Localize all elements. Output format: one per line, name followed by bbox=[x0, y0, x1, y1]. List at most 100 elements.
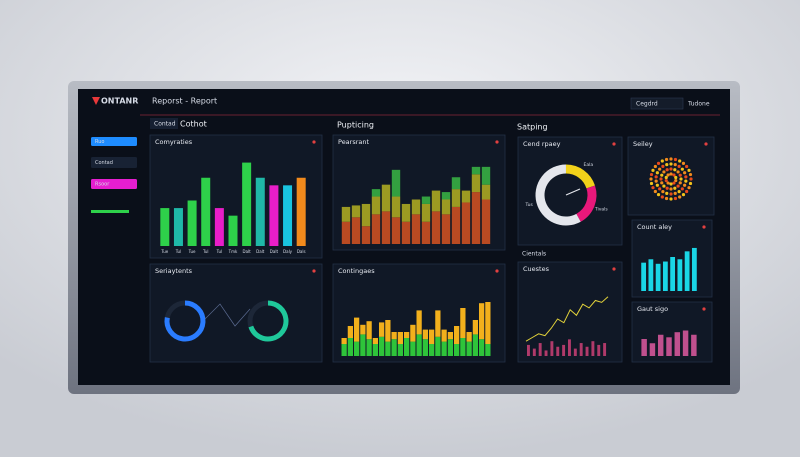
x-tick-label: Tmk bbox=[228, 249, 238, 254]
bar bbox=[691, 247, 697, 291]
donut-label: Eala bbox=[584, 162, 594, 168]
radial-dot bbox=[655, 183, 659, 187]
bar bbox=[579, 343, 583, 356]
bar-segment bbox=[404, 338, 410, 356]
nav-button[interactable] bbox=[91, 137, 137, 146]
section-title: Satping bbox=[517, 123, 548, 132]
radial-dot bbox=[678, 173, 682, 177]
x-tick-label: Tul bbox=[202, 249, 208, 254]
bar bbox=[603, 343, 607, 356]
bar bbox=[657, 334, 664, 356]
bar-segment bbox=[385, 320, 391, 342]
nav-indicator bbox=[91, 210, 129, 213]
radial-dot bbox=[674, 175, 678, 180]
radial-dot bbox=[672, 173, 676, 177]
radial-dot bbox=[679, 177, 683, 181]
radial-dot bbox=[660, 159, 664, 163]
x-tick-label: Tul bbox=[175, 249, 181, 254]
bar-segment bbox=[441, 341, 447, 356]
radial-dot bbox=[683, 171, 687, 175]
radial-dot bbox=[655, 171, 659, 175]
radial-dot bbox=[669, 182, 673, 186]
radial-dot bbox=[649, 172, 654, 177]
radial-dot bbox=[660, 173, 664, 177]
radial-dot bbox=[656, 161, 661, 165]
tab[interactable] bbox=[150, 118, 178, 129]
nav-button[interactable] bbox=[91, 157, 137, 168]
radial-dot bbox=[660, 195, 664, 199]
bar bbox=[544, 350, 548, 356]
radial-dot bbox=[664, 175, 668, 180]
bar-segment bbox=[481, 184, 491, 200]
radial-dot bbox=[689, 177, 693, 181]
bar-segment bbox=[411, 199, 421, 215]
bar-segment bbox=[485, 344, 491, 356]
radial-dot bbox=[660, 181, 664, 185]
logo-icon bbox=[92, 97, 100, 105]
radial-dot bbox=[684, 175, 688, 179]
bar-segment bbox=[404, 332, 410, 338]
bar-segment bbox=[441, 192, 451, 200]
radial-dot bbox=[672, 181, 676, 185]
bar-segment bbox=[391, 169, 401, 197]
bar bbox=[677, 259, 683, 291]
nav-button[interactable] bbox=[91, 179, 137, 189]
radial-dot bbox=[684, 179, 688, 183]
x-tick-label: Tul bbox=[216, 249, 222, 254]
radial-dot bbox=[681, 193, 686, 197]
bar bbox=[187, 200, 197, 246]
bar-segment bbox=[479, 339, 485, 356]
bar-segment bbox=[466, 341, 472, 356]
bar-segment bbox=[366, 321, 372, 340]
radial-dot bbox=[683, 183, 687, 187]
user-name[interactable]: Tudone bbox=[687, 101, 710, 108]
bar-segment bbox=[397, 344, 403, 356]
radial-dot bbox=[685, 164, 689, 169]
search-box[interactable] bbox=[630, 97, 684, 110]
radial-dot bbox=[651, 168, 655, 172]
bar bbox=[655, 263, 661, 291]
bar-segment bbox=[421, 203, 431, 222]
bar bbox=[691, 334, 697, 356]
bar-segment bbox=[379, 322, 385, 337]
connector bbox=[204, 303, 251, 327]
bar-segment bbox=[479, 303, 485, 340]
radial-dot bbox=[673, 196, 678, 201]
radial-dot bbox=[661, 164, 665, 168]
donut-segment bbox=[576, 185, 597, 222]
radial-dot bbox=[669, 167, 673, 171]
bar-segment bbox=[472, 334, 478, 356]
bar-segment bbox=[410, 341, 416, 356]
donut-segment bbox=[535, 164, 581, 226]
panel-menu bbox=[702, 225, 706, 229]
radial-dot bbox=[662, 170, 666, 174]
radial-dot bbox=[666, 173, 670, 177]
panel-menu bbox=[495, 140, 499, 144]
radial-dot bbox=[649, 177, 653, 181]
bar-segment bbox=[371, 196, 381, 215]
panel-title: Comyraties bbox=[155, 138, 193, 146]
bar-segment bbox=[416, 334, 422, 356]
bar bbox=[527, 344, 530, 356]
bar-segment bbox=[410, 324, 416, 342]
bar-segment bbox=[441, 329, 447, 342]
radial-dot bbox=[651, 186, 655, 190]
radial-dot bbox=[680, 187, 684, 191]
bar-segment bbox=[422, 329, 428, 340]
bar-segment bbox=[371, 189, 381, 197]
radial-dot bbox=[665, 191, 669, 195]
panels: Comyraties Tue Tul Tue Tul Tul Tmk Dalt Dalt Dalt… bbox=[149, 134, 715, 363]
line bbox=[525, 296, 609, 342]
bar-segment bbox=[360, 324, 366, 335]
bar-segment bbox=[391, 332, 397, 340]
bar-segment bbox=[431, 190, 441, 212]
radial-dot bbox=[654, 175, 658, 179]
bar bbox=[684, 251, 690, 291]
bar bbox=[283, 185, 293, 246]
bar-segment bbox=[381, 184, 391, 212]
radial-dot bbox=[664, 196, 669, 201]
bar-segment bbox=[341, 338, 347, 344]
radial-dot bbox=[673, 168, 677, 172]
bar-segment bbox=[381, 211, 391, 244]
